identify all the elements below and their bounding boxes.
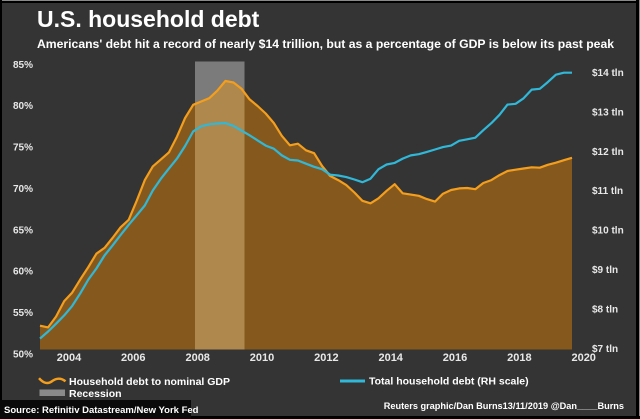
svg-text:Recession: Recession bbox=[69, 388, 122, 400]
svg-text:$9 tln: $9 tln bbox=[592, 265, 618, 276]
svg-text:2008: 2008 bbox=[185, 352, 209, 364]
svg-text:$8 tln: $8 tln bbox=[592, 304, 618, 315]
svg-text:2010: 2010 bbox=[250, 352, 274, 364]
svg-text:2004: 2004 bbox=[57, 352, 82, 364]
svg-text:60%: 60% bbox=[13, 267, 33, 278]
svg-text:80%: 80% bbox=[13, 101, 33, 112]
svg-text:2016: 2016 bbox=[443, 352, 467, 364]
svg-text:$10 tln: $10 tln bbox=[592, 226, 624, 237]
svg-text:85%: 85% bbox=[13, 60, 33, 71]
svg-text:$11 tln: $11 tln bbox=[592, 186, 623, 197]
svg-text:2020: 2020 bbox=[571, 352, 595, 364]
svg-text:Household debt to nominal GDP: Household debt to nominal GDP bbox=[69, 376, 230, 388]
svg-text:2018: 2018 bbox=[507, 352, 531, 364]
svg-text:2006: 2006 bbox=[121, 352, 145, 364]
svg-text:$12 tln: $12 tln bbox=[592, 147, 624, 158]
svg-text:Total household debt (RH scale: Total household debt (RH scale) bbox=[369, 376, 529, 388]
svg-text:50%: 50% bbox=[13, 349, 33, 360]
svg-text:2014: 2014 bbox=[378, 352, 403, 364]
svg-text:75%: 75% bbox=[13, 143, 33, 154]
svg-text:$14 tln: $14 tln bbox=[592, 68, 624, 79]
svg-text:2012: 2012 bbox=[314, 352, 338, 364]
svg-text:70%: 70% bbox=[13, 184, 33, 195]
svg-text:65%: 65% bbox=[13, 225, 33, 236]
svg-text:$13 tln: $13 tln bbox=[592, 107, 624, 118]
svg-text:$7 tln: $7 tln bbox=[592, 344, 618, 355]
svg-text:55%: 55% bbox=[13, 308, 33, 319]
